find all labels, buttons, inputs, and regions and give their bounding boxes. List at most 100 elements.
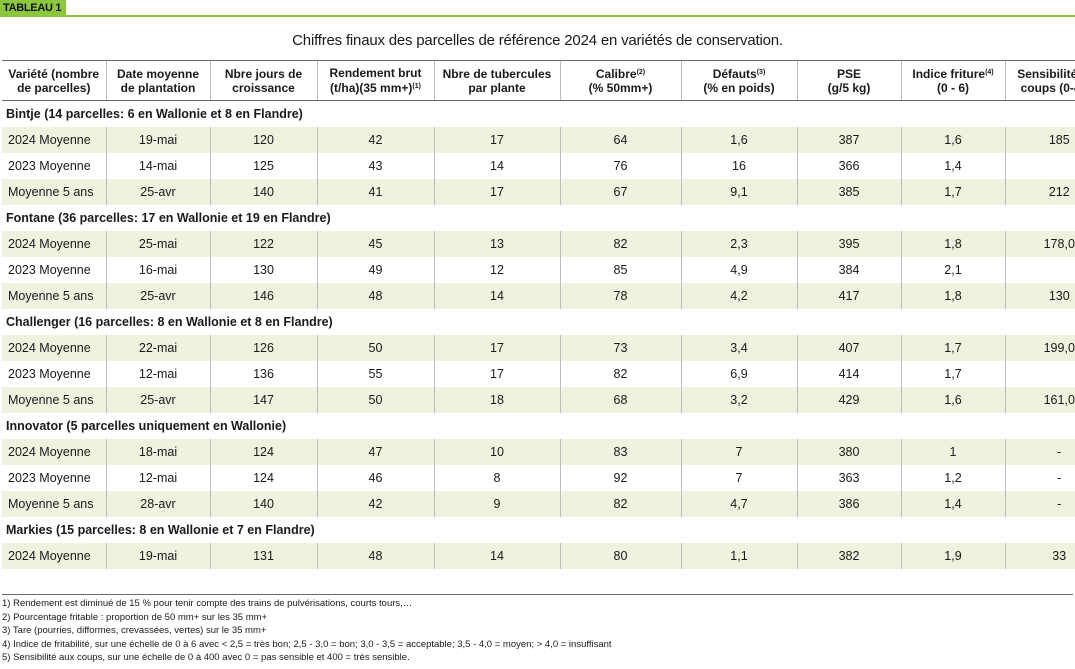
table-cell: 50 [316, 387, 434, 413]
table-tag: TABLEAU 1 [0, 0, 67, 15]
table-cell: 50 [316, 335, 434, 361]
table-cell: 41 [316, 179, 434, 205]
row-label: 2024 Moyenne [2, 543, 106, 569]
table-cell: 33 [1004, 543, 1075, 569]
table-cell: 82 [559, 361, 681, 387]
table-cell: 385 [796, 179, 901, 205]
table-cell: 417 [796, 283, 901, 309]
table-cell: 43 [316, 153, 434, 179]
footnote-ref: (4) [985, 69, 994, 76]
table-cell: 7 [680, 439, 797, 465]
column-header: Calibre(2) (% 50mm+) [559, 60, 681, 101]
group-label: Markies (15 parcelles: 8 en Wallonie et … [6, 523, 315, 537]
table-cell: 25-avr [105, 283, 210, 309]
table-cell: 17 [433, 179, 560, 205]
table-cell: 25-avr [105, 179, 210, 205]
table-row: 2024 Moyenne 18-mai 124 47 10 83 7 380 1- [2, 439, 1075, 465]
table-cell: 1,7 [900, 361, 1005, 387]
column-header-unit: (g/5 kg) [827, 80, 871, 95]
footnotes: 1) Rendement est diminué de 15 % pour te… [2, 594, 1073, 665]
table-cell: 6,9 [680, 361, 797, 387]
table-cell: 14 [433, 283, 560, 309]
group-label: Fontane (36 parcelles: 17 en Wallonie et… [6, 211, 331, 225]
table-cell: 120 [209, 127, 317, 153]
table-cell: 1,9 [900, 543, 1005, 569]
table-cell: 45 [316, 231, 434, 257]
table-cell: 1,6 [680, 127, 797, 153]
table-cell: 146 [209, 283, 317, 309]
table-cell: - [1004, 439, 1075, 465]
table-cell: 47 [316, 439, 434, 465]
table-row: 2024 Moyenne 19-mai 131 48 14 80 1,1 382 1,9 33 [2, 543, 1075, 569]
table-row: Moyenne 5 ans 25-avr 147 50 18 68 3,2 429 1,6 161… [2, 387, 1075, 413]
table-cell: 1,4 [900, 153, 1005, 179]
table-row: Moyenne 5 ans 25-avr 140 41 17 67 9,1 385 1,7 212 [2, 179, 1075, 205]
column-header: Indice friture(4) (0 - 6) [900, 60, 1005, 101]
table-cell: 1,7 [900, 179, 1005, 205]
row-label: 2024 Moyenne [2, 127, 106, 153]
table-cell: 126 [209, 335, 317, 361]
table-cell: 1,8 [900, 231, 1005, 257]
table-cell: 14-mai [105, 153, 210, 179]
top-rule [0, 15, 1075, 17]
table-row: 2024 Moyenne 22-mai 126 50 17 73 3,4 407 1,7 199,… [2, 335, 1075, 361]
table-cell: 395 [796, 231, 901, 257]
table-cell: 366 [796, 153, 901, 179]
footnote: 2) Pourcentage fritable : proportion de … [2, 611, 268, 623]
table-cell: 387 [796, 127, 901, 153]
table-cell: 25-mai [105, 231, 210, 257]
column-header-text: PSE [836, 66, 861, 81]
header-row: Variété (nombre de parcelles) Date moyenn… [2, 60, 1075, 101]
table-cell: 1,1 [680, 543, 797, 569]
table-row: Moyenne 5 ans 25-avr 146 48 14 78 4,2 417 1,8 130 [2, 283, 1075, 309]
table-cell: 2,3 [680, 231, 797, 257]
table-cell: 124 [209, 465, 317, 491]
group-row: Fontane (36 parcelles: 17 en Wallonie et… [2, 205, 1075, 231]
table-cell: 136 [209, 361, 317, 387]
column-header-text: Date moyenne de plantation [116, 66, 200, 95]
table-title: Chiffres finaux des parcelles de référen… [292, 32, 783, 49]
data-table: Variété (nombre de parcelles) Date moyenn… [2, 60, 1075, 569]
footnote: 5) Sensibilité aux coups, sur une échell… [2, 652, 410, 663]
table-cell: 199,0 [1004, 335, 1075, 361]
table-cell: 1,7 [900, 335, 1005, 361]
table-cell: 13 [433, 231, 560, 257]
column-header: Date moyenne de plantation [105, 60, 210, 101]
table-cell: 147 [209, 387, 317, 413]
column-header-unit: (0 - 6) [936, 81, 969, 95]
table-cell [1004, 257, 1075, 283]
table-cell: 85 [559, 257, 681, 283]
footnote: 3) Tare (pourries, difformes, crevassées… [2, 625, 267, 636]
table-cell: 1,6 [900, 387, 1005, 413]
column-header: Rendement brut (t/ha)(35 mm+)(1) [316, 60, 434, 101]
table-body: Bintje (14 parcelles: 6 en Wallonie et 8… [2, 101, 1075, 569]
table-cell: 131 [209, 543, 317, 569]
row-label: 2024 Moyenne [2, 439, 106, 465]
table-cell: 12 [433, 257, 560, 283]
table-cell: 64 [559, 127, 681, 153]
table-cell: 80 [559, 543, 681, 569]
table-cell: 22-mai [105, 335, 210, 361]
table-row: 2024 Moyenne 19-mai 120 42 17 64 1,6 387 1,6 185 [2, 127, 1075, 153]
table-cell: 140 [209, 491, 317, 517]
table-cell: 49 [316, 257, 434, 283]
table-cell: 14 [433, 153, 560, 179]
table-cell: 1 [900, 439, 1005, 465]
table-row: Moyenne 5 ans 28-avr 140 42 9 82 4,7 386 1,4- [2, 491, 1075, 517]
table-cell: 185 [1004, 127, 1075, 153]
table-cell: 407 [796, 335, 901, 361]
table-cell: 429 [796, 387, 901, 413]
column-header: Nbre jours de croissance [209, 60, 317, 101]
group-row: Challenger (16 parcelles: 8 en Wallonie … [2, 309, 1075, 335]
column-header-text: Variété (nombre de parcelles) [8, 66, 100, 95]
row-label: 2023 Moyenne [8, 263, 91, 277]
group-label: Challenger (16 parcelles: 8 en Wallonie … [6, 315, 333, 329]
table-cell: 92 [559, 465, 681, 491]
table-cell: 382 [796, 543, 901, 569]
table-cell: 363 [796, 465, 901, 491]
table-cell: 1,4 [900, 491, 1005, 517]
column-header-text: Indice friture [912, 67, 986, 81]
table-cell: 122 [209, 231, 317, 257]
table-cell: 16-mai [105, 257, 210, 283]
table-cell: 161,0 [1004, 387, 1075, 413]
